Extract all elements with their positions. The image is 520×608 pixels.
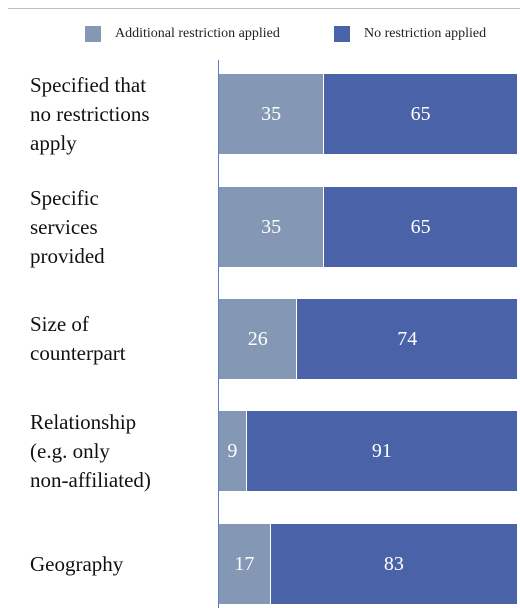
top-rule — [8, 8, 520, 9]
category-label-specified-that-no-restrictions-apply: Specified that no restrictions apply — [30, 72, 150, 155]
category-label-geography: Geography — [30, 551, 124, 576]
category-label-relationship-e-g-only-non-affiliated: Relationship (e.g. only non-affiliated) — [30, 409, 151, 492]
legend-swatch-no-restriction — [334, 26, 350, 42]
bar-no-restriction-applied-relationship-e-g-only-non-affiliated: 91 — [246, 411, 517, 491]
bar-additional-restriction-applied-size-of-counterpart: 26 — [219, 299, 297, 379]
data-label-no-restriction-applied-specified-that-no-restrictions-apply: 65 — [410, 102, 431, 125]
category-label-size-of-counterpart: Size of counterpart — [30, 312, 126, 365]
bar-additional-restriction-applied-specific-services-provided: 35 — [219, 187, 324, 267]
data-label-additional-restriction-applied-specific-services-provided: 35 — [261, 215, 282, 238]
category-axis-line — [218, 60, 219, 608]
legend-item-additional: Additional restriction applied — [85, 26, 280, 42]
bar-additional-restriction-applied-relationship-e-g-only-non-affiliated: 9 — [219, 411, 246, 491]
data-label-additional-restriction-applied-specified-that-no-restrictions-apply: 35 — [261, 102, 282, 125]
data-label-additional-restriction-applied-relationship-e-g-only-non-affiliated: 9 — [227, 439, 238, 462]
bar-no-restriction-applied-geography: 83 — [270, 524, 517, 604]
data-label-no-restriction-applied-geography: 83 — [383, 552, 404, 575]
data-label-no-restriction-applied-relationship-e-g-only-non-affiliated: 91 — [371, 439, 392, 462]
data-label-no-restriction-applied-specific-services-provided: 65 — [410, 215, 431, 238]
bar-additional-restriction-applied-specified-that-no-restrictions-apply: 35 — [219, 74, 324, 154]
legend: Additional restriction applied No restri… — [0, 26, 520, 48]
legend-label-additional: Additional restriction applied — [115, 26, 280, 41]
data-label-additional-restriction-applied-size-of-counterpart: 26 — [247, 327, 268, 350]
bar-additional-restriction-applied-geography: 17 — [219, 524, 270, 604]
bar-no-restriction-applied-specific-services-provided: 65 — [324, 187, 517, 267]
category-label-specific-services-provided: Specific services provided — [30, 185, 105, 268]
legend-item-no-restriction: No restriction applied — [334, 26, 486, 42]
bar-no-restriction-applied-size-of-counterpart: 74 — [297, 299, 517, 379]
legend-swatch-additional — [85, 26, 101, 42]
data-label-no-restriction-applied-size-of-counterpart: 74 — [397, 327, 418, 350]
legend-label-no-restriction: No restriction applied — [364, 26, 487, 41]
data-label-additional-restriction-applied-geography: 17 — [234, 552, 255, 575]
bar-no-restriction-applied-specified-that-no-restrictions-apply: 65 — [324, 74, 517, 154]
